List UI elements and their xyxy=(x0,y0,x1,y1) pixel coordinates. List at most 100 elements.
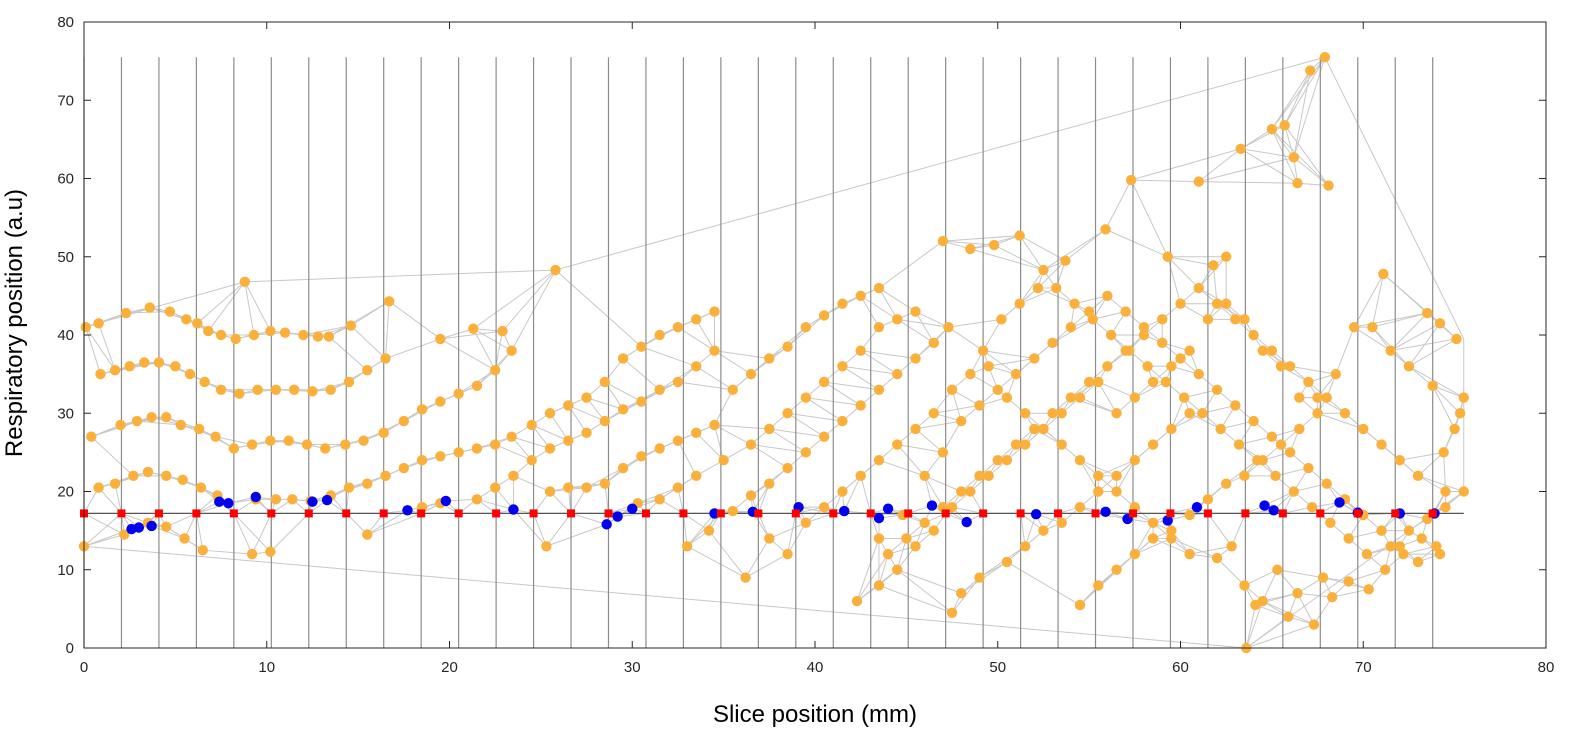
web-edge xyxy=(472,269,556,330)
data-point xyxy=(1440,486,1451,497)
web-edge xyxy=(951,389,962,422)
web-edge xyxy=(1408,365,1465,399)
series-1 xyxy=(126,491,1440,535)
data-point xyxy=(873,580,885,591)
web-edge xyxy=(1284,70,1311,126)
data-point xyxy=(1278,509,1287,518)
web-edge xyxy=(1238,436,1272,446)
web-edge xyxy=(860,295,880,328)
web-edge xyxy=(1092,311,1126,320)
data-point xyxy=(307,386,318,397)
data-point xyxy=(1111,564,1122,575)
data-point xyxy=(837,298,848,309)
data-point xyxy=(563,435,574,446)
data-point xyxy=(506,431,517,442)
web-edge xyxy=(695,319,715,351)
web-edge xyxy=(1198,181,1298,184)
web-edge xyxy=(1245,600,1264,649)
web-edge xyxy=(915,311,935,344)
data-point xyxy=(910,306,921,317)
data-point xyxy=(1288,486,1300,497)
data-point xyxy=(246,439,258,450)
data-point xyxy=(791,509,800,518)
data-point xyxy=(287,494,298,505)
data-point xyxy=(175,419,187,431)
web-edge xyxy=(570,512,607,525)
x-tick-label: 40 xyxy=(807,659,824,676)
web-edge xyxy=(90,436,134,477)
web-edge xyxy=(1037,287,1075,305)
data-point xyxy=(1321,392,1332,403)
series-2 xyxy=(80,509,1437,518)
data-point xyxy=(177,474,188,485)
x-tick-label: 20 xyxy=(441,659,458,676)
web-edge xyxy=(513,475,551,492)
web-edge xyxy=(1280,365,1309,383)
data-point xyxy=(358,435,369,446)
web-edge xyxy=(328,300,390,337)
data-point xyxy=(563,400,574,411)
web-edge xyxy=(1284,125,1295,158)
web-edge xyxy=(1198,287,1227,305)
web-edge xyxy=(1098,459,1136,477)
data-point xyxy=(1239,314,1250,325)
data-point xyxy=(782,548,793,560)
data-point xyxy=(782,408,793,419)
data-point xyxy=(641,509,650,518)
web-edge xyxy=(1231,513,1246,547)
data-point xyxy=(1102,361,1113,372)
data-point xyxy=(234,388,245,399)
web-edge xyxy=(473,328,512,352)
web-edge xyxy=(1019,269,1044,304)
data-point xyxy=(581,482,592,493)
envelope-edge xyxy=(83,545,1247,649)
data-point xyxy=(1312,408,1323,419)
web-edge xyxy=(897,318,949,328)
data-point xyxy=(672,482,684,493)
web-edge xyxy=(843,475,862,512)
data-point xyxy=(345,320,357,331)
web-edge xyxy=(787,522,807,555)
data-point xyxy=(1193,368,1204,380)
data-point xyxy=(599,376,611,388)
data-point xyxy=(892,314,903,325)
web-edge xyxy=(586,397,624,410)
web-edge xyxy=(367,509,408,535)
data-point xyxy=(508,470,519,482)
web-edge xyxy=(1290,365,1336,375)
data-point xyxy=(1434,548,1446,560)
web-edge xyxy=(545,513,572,547)
data-point xyxy=(340,439,351,450)
data-point xyxy=(120,307,132,319)
web-edge xyxy=(1134,537,1172,555)
web-edge xyxy=(233,513,253,555)
web-edge xyxy=(1432,385,1456,430)
data-point xyxy=(709,345,720,356)
web-edge xyxy=(1293,70,1311,158)
data-point xyxy=(1184,548,1195,560)
web-edge xyxy=(1198,156,1294,183)
data-point xyxy=(1166,509,1175,518)
data-point xyxy=(1120,306,1131,317)
data-point xyxy=(965,243,976,255)
data-point xyxy=(1019,408,1031,419)
web-edge xyxy=(1207,513,1233,547)
web-edge xyxy=(787,513,797,555)
data-point xyxy=(718,455,729,466)
data-point xyxy=(1083,306,1095,317)
data-point xyxy=(837,415,848,427)
web-edge xyxy=(1313,596,1333,625)
data-point xyxy=(764,533,775,544)
web-edge xyxy=(714,424,725,461)
x-tick-label: 30 xyxy=(624,659,641,676)
data-point xyxy=(1093,580,1104,591)
data-point xyxy=(239,276,251,287)
data-point xyxy=(378,427,389,439)
web-edge xyxy=(1171,537,1218,559)
web-edge xyxy=(1095,512,1128,520)
data-point xyxy=(943,321,954,333)
web-edge xyxy=(677,326,715,352)
data-point xyxy=(265,435,276,446)
data-point xyxy=(691,314,702,325)
data-point xyxy=(979,509,988,518)
